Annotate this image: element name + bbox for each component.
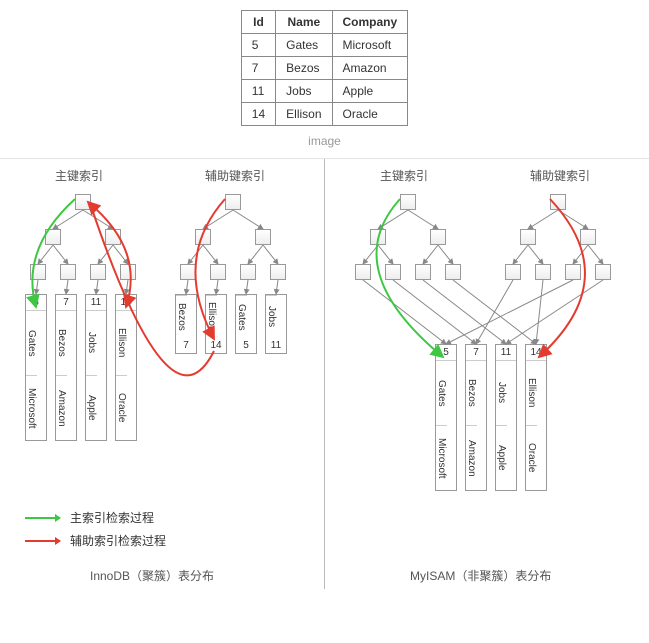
node xyxy=(400,194,416,210)
th-name: Name xyxy=(276,11,332,34)
node xyxy=(580,229,596,245)
caption-left: InnoDB（聚簇）表分布 xyxy=(90,567,214,584)
innodb-panel: 主键索引 辅助键索引 5 Gates Microsoft 7 Bezos Ama… xyxy=(0,159,325,589)
legend: 主索引检索过程 辅助索引检索过程 xyxy=(25,509,166,555)
node xyxy=(30,264,46,280)
data-row: 14 Ellison Oracle xyxy=(525,344,547,491)
data-row: 7 Bezos Amazon xyxy=(465,344,487,491)
data-row: 11 Jobs Apple xyxy=(495,344,517,491)
node xyxy=(120,264,136,280)
label-secondary: 辅助键索引 xyxy=(530,167,590,184)
node xyxy=(270,264,286,280)
node xyxy=(355,264,371,280)
node xyxy=(415,264,431,280)
caption-right: MyISAM（非聚簇）表分布 xyxy=(410,567,551,584)
legend-red-arrow xyxy=(25,540,60,542)
leaf-primary: 14 Ellison Oracle xyxy=(115,294,137,441)
leaf-secondary: Gates 5 xyxy=(235,294,257,354)
label-primary: 主键索引 xyxy=(380,167,428,184)
edges-svg xyxy=(325,159,649,589)
node xyxy=(550,194,566,210)
node xyxy=(180,264,196,280)
node xyxy=(60,264,76,280)
data-row: 5 Gates Microsoft xyxy=(435,344,457,491)
leaf-secondary: Bezos 7 xyxy=(175,294,197,354)
label-primary: 主键索引 xyxy=(55,167,103,184)
node xyxy=(535,264,551,280)
node xyxy=(105,229,121,245)
node xyxy=(255,229,271,245)
data-table: Id Name Company 5GatesMicrosoft 7BezosAm… xyxy=(241,10,408,126)
legend-green-arrow xyxy=(25,517,60,519)
node xyxy=(595,264,611,280)
leaf-secondary: Ellison 14 xyxy=(205,294,227,354)
leaf-primary: 5 Gates Microsoft xyxy=(25,294,47,441)
node xyxy=(565,264,581,280)
image-caption: image xyxy=(0,134,649,148)
leaf-primary: 11 Jobs Apple xyxy=(85,294,107,441)
myisam-panel: 主键索引 辅助键索引 5 Gates Microsoft 7 Bezos Ama… xyxy=(325,159,649,589)
node xyxy=(370,229,386,245)
node xyxy=(45,229,61,245)
node xyxy=(520,229,536,245)
node xyxy=(195,229,211,245)
node xyxy=(225,194,241,210)
label-secondary: 辅助键索引 xyxy=(205,167,265,184)
node xyxy=(505,264,521,280)
node xyxy=(240,264,256,280)
node xyxy=(445,264,461,280)
node xyxy=(210,264,226,280)
node xyxy=(75,194,91,210)
node xyxy=(90,264,106,280)
node xyxy=(385,264,401,280)
node xyxy=(430,229,446,245)
th-id: Id xyxy=(241,11,275,34)
th-company: Company xyxy=(332,11,408,34)
leaf-secondary: Jobs 11 xyxy=(265,294,287,354)
leaf-primary: 7 Bezos Amazon xyxy=(55,294,77,441)
